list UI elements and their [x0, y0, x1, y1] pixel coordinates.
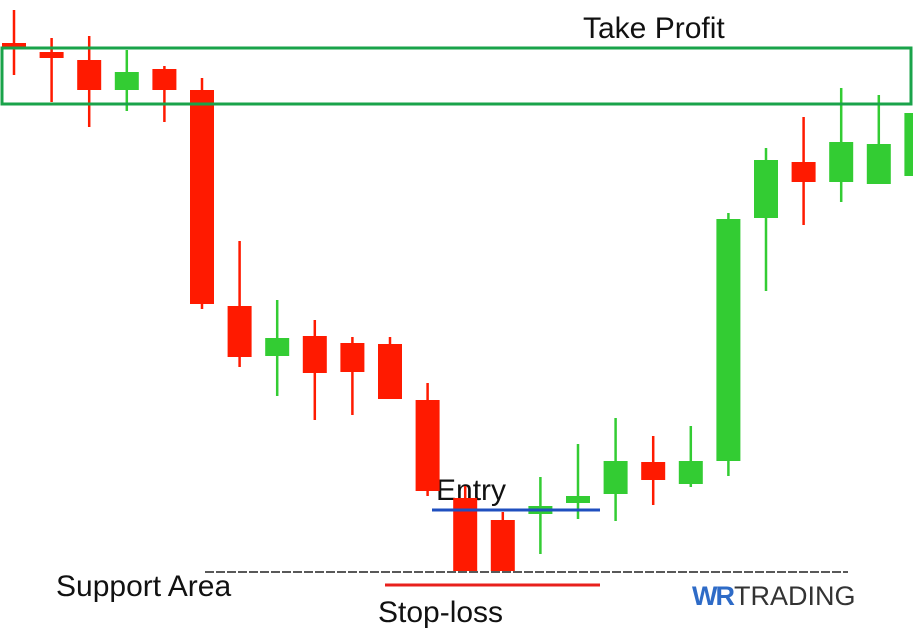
- watermark-logo: WR: [692, 581, 734, 611]
- candle-body: [302, 336, 327, 373]
- candle-body: [2, 43, 26, 48]
- candle-body: [829, 142, 854, 182]
- candle-body: [114, 72, 139, 90]
- candle-body: [904, 113, 913, 176]
- candle-body: [754, 160, 778, 218]
- take-profit-label: Take Profit: [583, 12, 725, 45]
- candle-body: [716, 219, 741, 461]
- candle-body: [415, 400, 440, 491]
- candle-body: [77, 60, 102, 90]
- candle-body: [603, 461, 628, 494]
- support-label: Support Area: [56, 570, 231, 603]
- candle-body: [791, 162, 816, 182]
- candle-body: [39, 52, 64, 58]
- candle-body: [340, 343, 365, 372]
- watermark-text: TRADING: [734, 581, 856, 611]
- candle-body: [641, 462, 666, 480]
- candle-body: [190, 90, 214, 304]
- candle-body: [866, 144, 891, 184]
- candle-body: [566, 496, 590, 503]
- candle-body: [152, 69, 177, 90]
- candle-body: [265, 338, 290, 356]
- candle-body: [227, 306, 252, 357]
- candle-body: [490, 520, 515, 571]
- candle-body: [678, 461, 703, 484]
- candle-body: [378, 344, 402, 399]
- stop-loss-label: Stop-loss: [378, 596, 503, 629]
- take-profit-zone: [0, 46, 913, 106]
